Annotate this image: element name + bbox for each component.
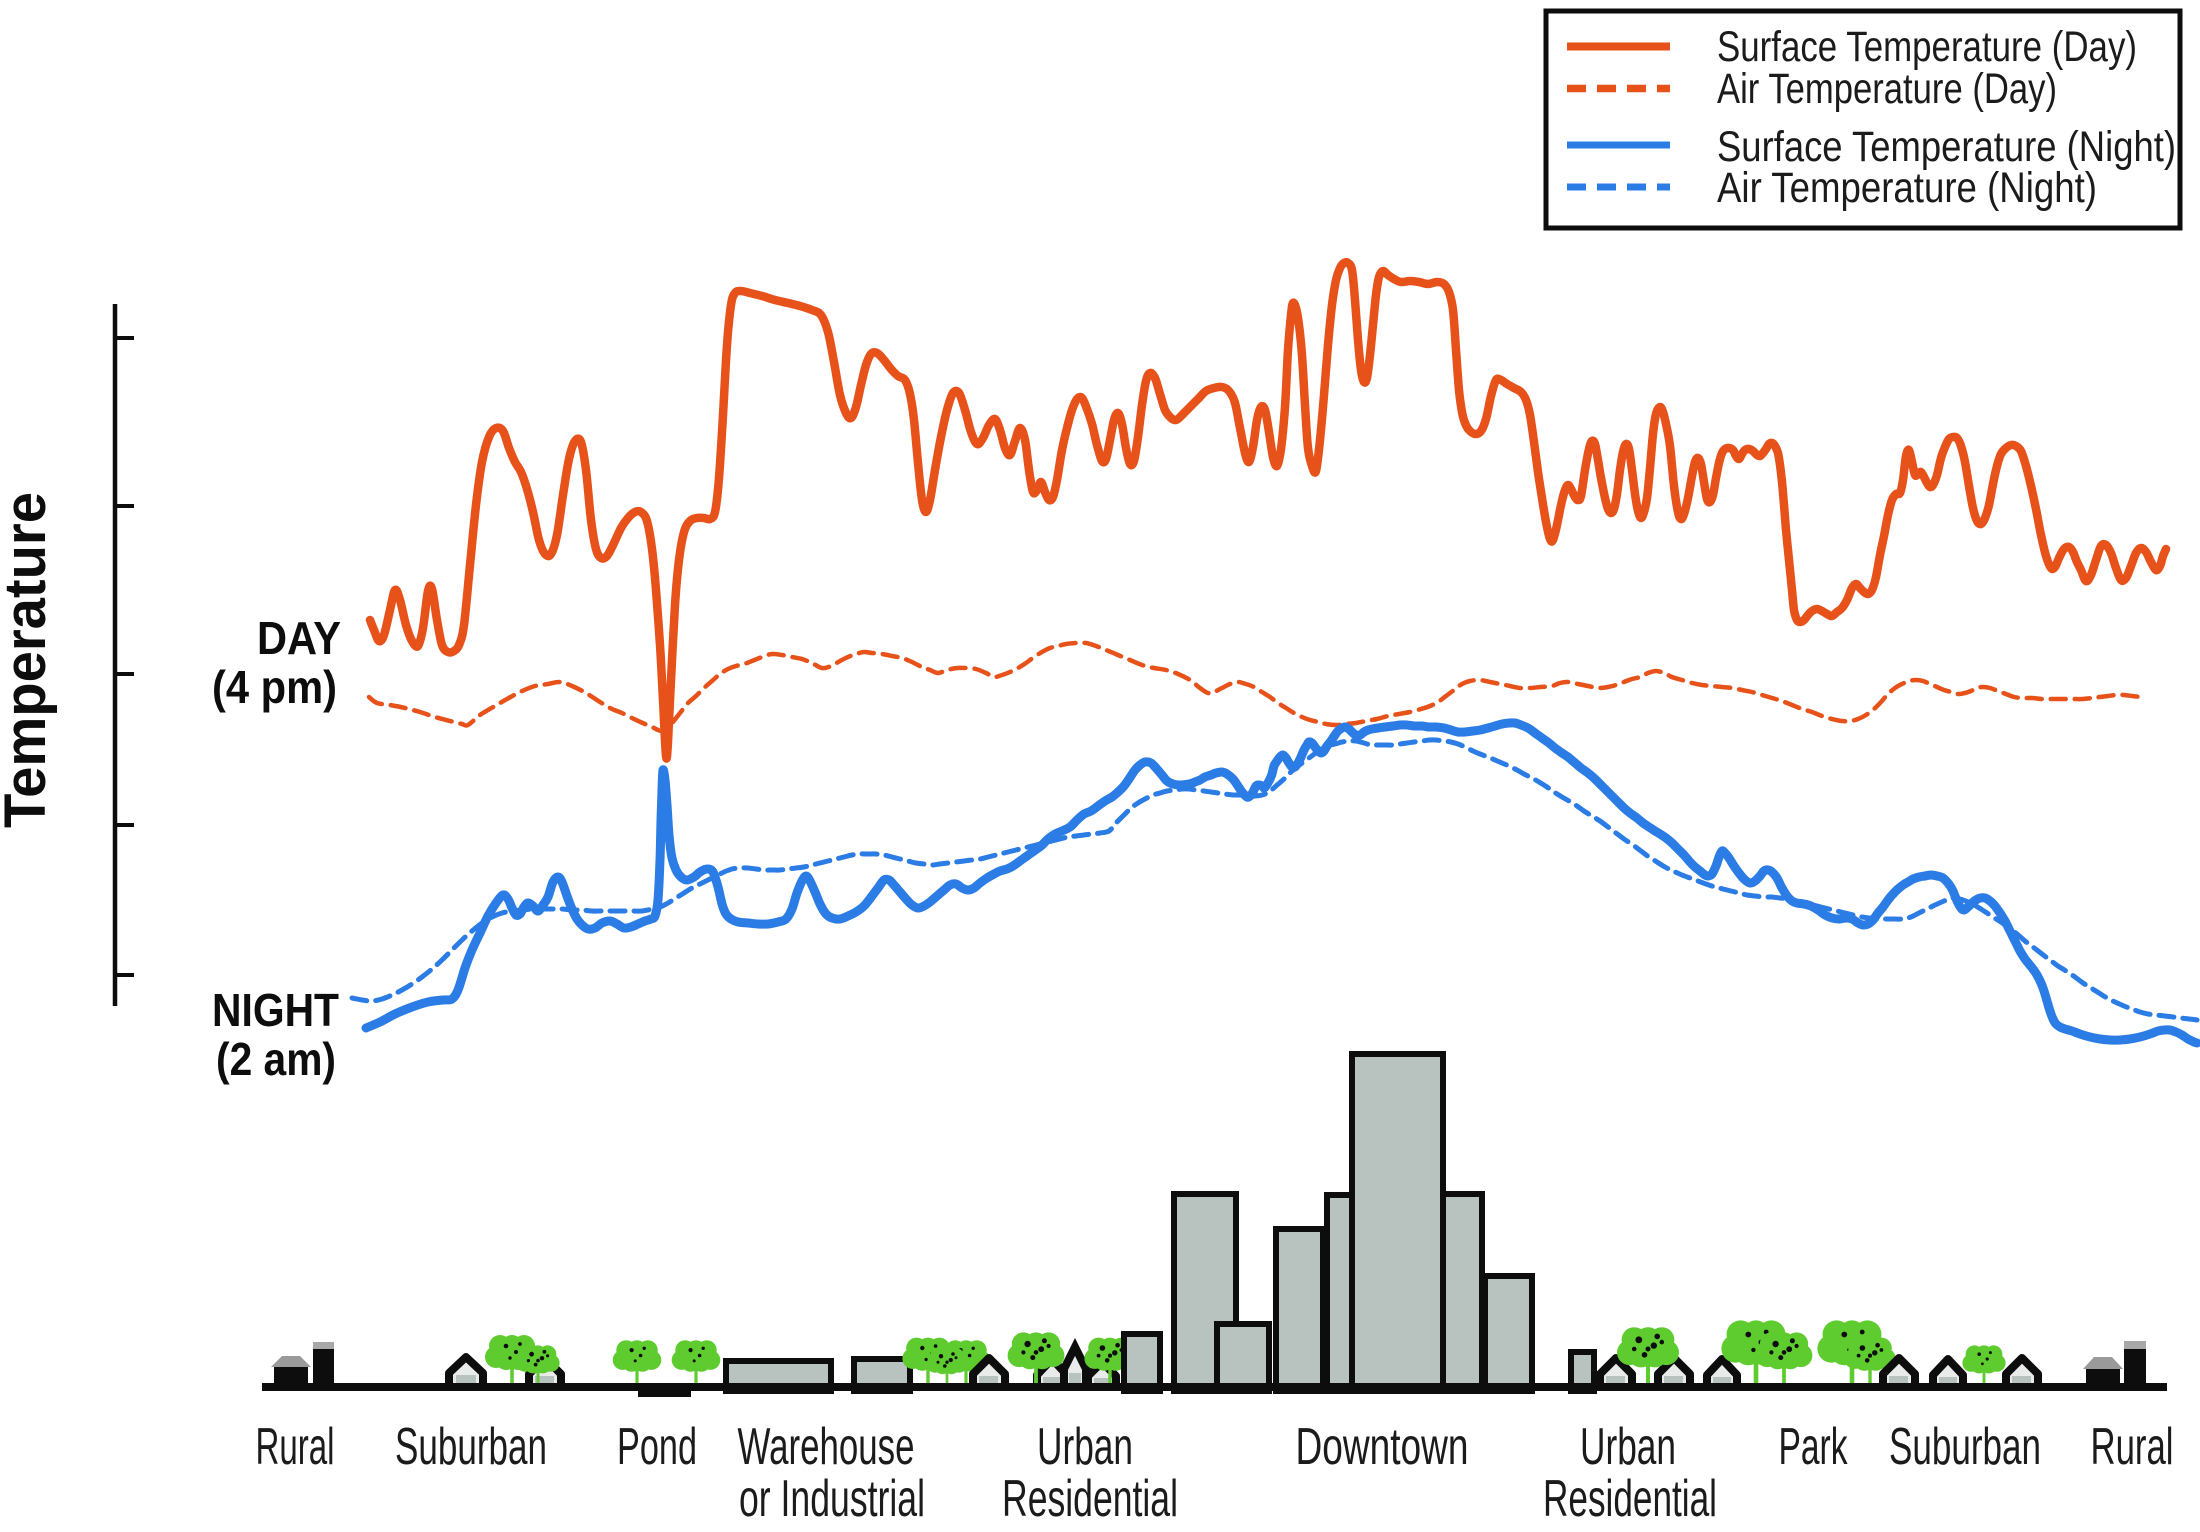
svg-text:Rural: Rural: [2091, 1418, 2174, 1476]
svg-text:Downtown: Downtown: [1296, 1418, 1469, 1476]
svg-text:Surface Temperature (Night): Surface Temperature (Night): [1717, 123, 2176, 171]
svg-text:Urban: Urban: [1037, 1418, 1133, 1476]
svg-text:Park: Park: [1779, 1418, 1849, 1476]
svg-text:Surface Temperature (Day): Surface Temperature (Day): [1717, 23, 2137, 71]
svg-text:or Industrial: or Industrial: [739, 1470, 925, 1528]
svg-text:Urban: Urban: [1580, 1418, 1676, 1476]
svg-text:(2 am): (2 am): [216, 1033, 336, 1085]
svg-text:Air Temperature (Day): Air Temperature (Day): [1717, 65, 2057, 113]
svg-text:Pond: Pond: [617, 1418, 697, 1476]
svg-text:Warehouse: Warehouse: [738, 1418, 915, 1476]
svg-text:NIGHT: NIGHT: [212, 984, 339, 1036]
svg-text:Air Temperature (Night): Air Temperature (Night): [1717, 164, 2097, 212]
svg-text:DAY: DAY: [257, 612, 341, 664]
svg-text:Suburban: Suburban: [395, 1418, 547, 1476]
svg-text:Suburban: Suburban: [1889, 1418, 2041, 1476]
svg-text:Residential: Residential: [1002, 1470, 1178, 1528]
svg-text:(4 pm): (4 pm): [212, 661, 337, 713]
svg-text:Rural: Rural: [256, 1418, 335, 1476]
svg-text:Temperature: Temperature: [0, 492, 58, 828]
svg-text:Residential: Residential: [1543, 1470, 1717, 1528]
